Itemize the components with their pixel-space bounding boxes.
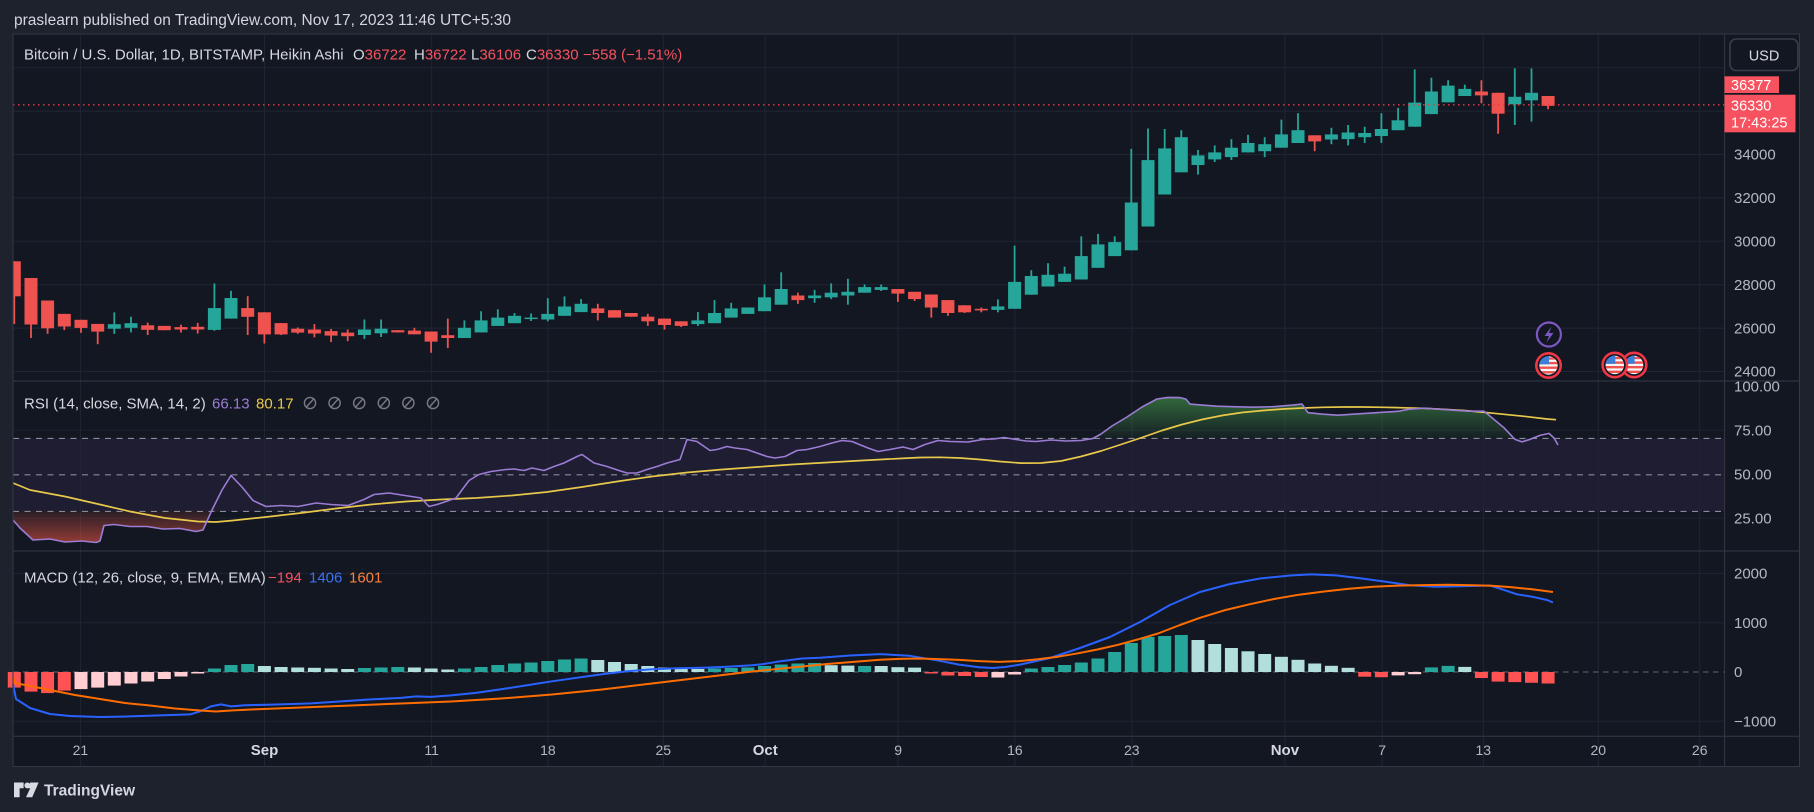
svg-text:18: 18	[540, 742, 556, 758]
svg-text:0: 0	[1734, 664, 1742, 681]
svg-text:Sep: Sep	[251, 742, 279, 759]
svg-text:13: 13	[1476, 742, 1492, 758]
svg-text:36330: 36330	[1731, 99, 1771, 115]
svg-text:1000: 1000	[1734, 615, 1767, 632]
svg-text:25: 25	[656, 742, 672, 758]
svg-text:26000: 26000	[1734, 320, 1776, 337]
svg-text:TradingView: TradingView	[44, 783, 136, 800]
svg-text:23: 23	[1124, 742, 1140, 758]
svg-text:80.17: 80.17	[256, 396, 294, 413]
svg-text:100.00: 100.00	[1734, 379, 1780, 396]
svg-text:24000: 24000	[1734, 364, 1776, 381]
svg-text:20: 20	[1591, 742, 1607, 758]
svg-text:Oct: Oct	[753, 742, 778, 759]
svg-text:1601: 1601	[349, 570, 382, 587]
svg-text:26: 26	[1692, 742, 1708, 758]
svg-text:Bitcoin / U.S. Dollar, 1D, BIT: Bitcoin / U.S. Dollar, 1D, BITSTAMP, Hei…	[24, 47, 344, 64]
svg-text:17:43:25: 17:43:25	[1731, 116, 1787, 132]
svg-text:28000: 28000	[1734, 277, 1776, 294]
svg-text:1406: 1406	[309, 570, 342, 587]
svg-text:11: 11	[424, 742, 439, 758]
svg-text:75.00: 75.00	[1734, 422, 1772, 439]
svg-text:36377: 36377	[1731, 78, 1771, 94]
svg-text:32000: 32000	[1734, 190, 1776, 207]
svg-text:USD: USD	[1749, 49, 1780, 65]
svg-text:50.00: 50.00	[1734, 466, 1772, 483]
svg-text:21: 21	[73, 742, 89, 758]
svg-text:7: 7	[1378, 742, 1386, 758]
svg-text:O36722: O36722	[353, 47, 406, 64]
svg-text:H36722: H36722	[414, 47, 467, 64]
svg-text:−1000: −1000	[1734, 714, 1776, 731]
svg-text:25.00: 25.00	[1734, 510, 1772, 527]
svg-text:Nov: Nov	[1271, 742, 1300, 759]
svg-text:34000: 34000	[1734, 147, 1776, 164]
svg-text:66.13: 66.13	[212, 396, 250, 413]
svg-text:L36106: L36106	[471, 47, 521, 64]
svg-text:MACD (12, 26, close, 9, EMA, E: MACD (12, 26, close, 9, EMA, EMA)	[24, 570, 266, 587]
svg-text:9: 9	[894, 742, 902, 758]
svg-text:−558 (−1.51%): −558 (−1.51%)	[583, 47, 682, 64]
svg-text:RSI (14, close, SMA, 14, 2): RSI (14, close, SMA, 14, 2)	[24, 396, 206, 413]
svg-text:16: 16	[1007, 742, 1023, 758]
svg-text:praslearn published on Trading: praslearn published on TradingView.com, …	[14, 12, 511, 29]
svg-text:−194: −194	[268, 570, 302, 587]
svg-text:30000: 30000	[1734, 234, 1776, 251]
svg-text:C36330: C36330	[526, 47, 579, 64]
svg-text:2000: 2000	[1734, 566, 1767, 583]
